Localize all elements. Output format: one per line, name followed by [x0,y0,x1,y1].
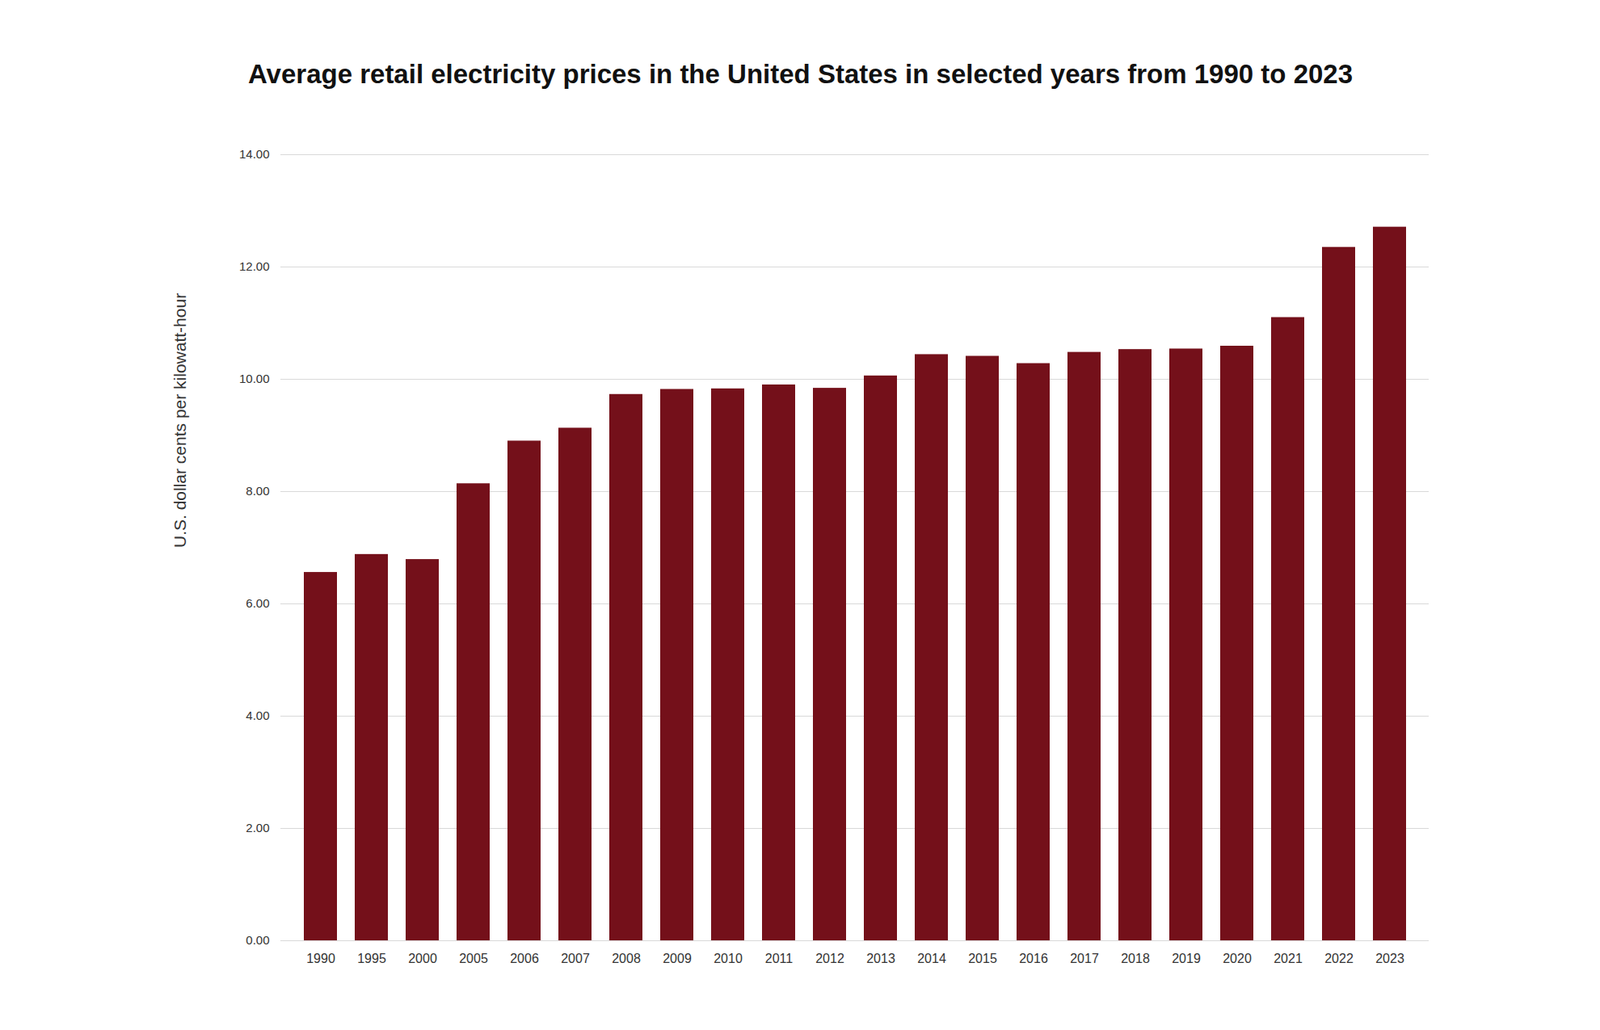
svg-text:2020: 2020 [1222,951,1252,966]
svg-text:2023: 2023 [1375,951,1405,966]
svg-text:2000: 2000 [408,951,438,966]
svg-text:2017: 2017 [1069,951,1099,966]
svg-text:U.S. dollar cents per kilowatt: U.S. dollar cents per kilowatt-hour [170,293,190,548]
svg-text:2010: 2010 [713,951,743,966]
svg-text:2008: 2008 [611,951,641,966]
svg-text:2015: 2015 [968,951,998,966]
svg-text:2022: 2022 [1324,951,1354,966]
svg-text:2006: 2006 [509,951,539,966]
svg-text:10.00: 10.00 [239,371,270,386]
svg-text:8.00: 8.00 [245,484,270,498]
svg-text:2007: 2007 [560,951,590,966]
svg-text:2021: 2021 [1273,951,1303,966]
svg-text:4.00: 4.00 [245,708,270,723]
svg-text:2011: 2011 [765,951,794,966]
svg-text:2019: 2019 [1171,951,1201,966]
svg-text:2012: 2012 [815,951,845,966]
svg-text:14.00: 14.00 [239,147,270,161]
svg-text:0.00: 0.00 [245,933,270,948]
svg-text:2016: 2016 [1018,951,1049,966]
html-text:Average retail electricity pri: Average retail electricity prices in the… [248,58,1353,89]
svg-text:2018: 2018 [1120,951,1150,966]
svg-text:1990: 1990 [306,951,336,966]
svg-text:2.00: 2.00 [245,821,270,835]
svg-text:2013: 2013 [866,951,896,966]
svg-text:2005: 2005 [458,951,489,966]
svg-text:2009: 2009 [662,951,692,966]
svg-text:12.00: 12.00 [239,259,270,274]
svg-text:1995: 1995 [357,951,387,966]
svg-text:6.00: 6.00 [245,596,270,611]
svg-text:2014: 2014 [917,951,947,966]
